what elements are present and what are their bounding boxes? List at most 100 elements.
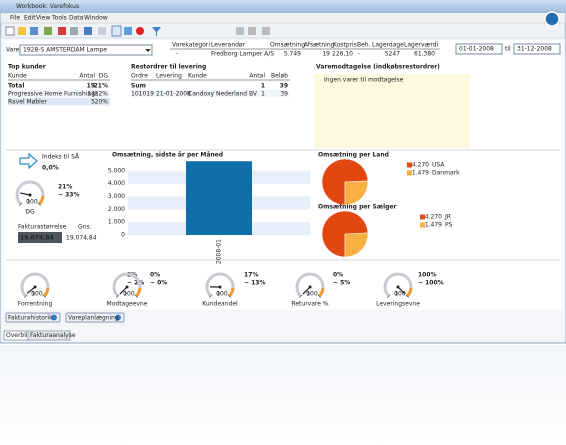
date-to: 31-12-2008	[517, 46, 552, 53]
summary-header: Beh.	[357, 42, 371, 49]
gauge-name: Modtageevne	[107, 301, 148, 308]
table-cell: 21-01-2008	[156, 91, 191, 98]
gauge-scale-label: 0	[216, 290, 220, 297]
summary-header: Omsætning	[270, 42, 305, 49]
table-row	[8, 90, 110, 98]
column-header: Antal	[79, 73, 95, 80]
gauge-hub	[218, 285, 222, 289]
table-row	[131, 90, 290, 98]
vare-dropdown[interactable]	[19, 44, 153, 56]
gauge-trend: ~ 100%	[418, 280, 444, 287]
button-icon	[51, 314, 57, 321]
total-cell: 21%	[94, 83, 108, 90]
legend-label: Danmark	[432, 170, 460, 177]
pie-slice	[344, 180, 369, 206]
section-title: Varemodtagelse (indkøbsrestordrer)	[316, 64, 440, 71]
faktura-box	[18, 232, 62, 243]
y-tick-label: 1.000	[108, 219, 125, 226]
menu-item: Data	[69, 15, 84, 22]
total-cell: Sum	[131, 83, 146, 90]
gauge-needle	[302, 286, 311, 295]
gauge-tick	[405, 294, 409, 298]
gauge-trend: ~ 33%	[58, 192, 79, 199]
summary-header: Lagerdage	[372, 42, 404, 49]
summary-value: 19	[322, 51, 330, 58]
date-to-label: til	[505, 46, 511, 53]
summary-value: 5.749	[284, 51, 301, 58]
bar	[186, 161, 252, 235]
gauge-tick	[227, 294, 231, 298]
legend-value: 4.270	[425, 214, 442, 221]
gauge-trend: ~ 5%	[333, 280, 350, 287]
column-header: Kunde	[188, 73, 207, 80]
faktura-avg: 19.074,84	[66, 235, 97, 242]
table-cell: Progressive Home Furnishings	[8, 91, 98, 98]
indeks-arrow	[19, 152, 38, 170]
title-bar	[0, 0, 566, 13]
total-cell: 1	[261, 83, 265, 90]
gauge-scale-label: 100	[26, 198, 38, 205]
total-cell: Total	[8, 83, 24, 90]
column-header: Beløb	[271, 73, 288, 80]
button-icon	[115, 314, 121, 321]
summary-header: Afsætning	[304, 42, 335, 49]
summary-value: 226,10	[332, 51, 353, 58]
gauge-trend: ~ 13%	[244, 280, 265, 287]
empty-message: Ingen varer til modtagelse	[324, 77, 404, 84]
gauge-tick	[24, 294, 28, 298]
table-cell: Ravel Møbler	[8, 99, 48, 106]
faktura-label: Fakturastørrelse	[18, 224, 67, 231]
dropdown-arrow	[145, 49, 151, 52]
gauge-tick	[134, 294, 138, 298]
column-header: Kunde	[8, 73, 27, 80]
gauge-hub	[308, 285, 312, 289]
button[interactable]	[65, 312, 125, 323]
table-cell: 20%	[95, 99, 109, 106]
summary-header: Leverandør	[211, 42, 246, 49]
summary-header: Kostpris	[333, 42, 357, 49]
gauge-value: 100%	[418, 272, 437, 279]
pie-slice	[344, 232, 369, 258]
gauge-tick	[19, 202, 23, 206]
gauge-scale-label: 100	[306, 290, 318, 297]
y-tick-label: 0	[121, 232, 125, 239]
y-tick-label: 5.000	[108, 167, 125, 174]
button[interactable]	[5, 312, 61, 323]
vare-value: 1928-S AMSTERDAM Lampe	[23, 47, 107, 54]
gauge-tick	[116, 294, 120, 298]
gauge-scale-label: 0	[394, 290, 398, 297]
y-tick-label: 3.000	[108, 193, 125, 200]
x-tick-label: 2008-01	[216, 239, 223, 264]
gauge-name: Leveringsevne	[376, 301, 420, 308]
summary-value: 5247	[385, 51, 400, 58]
table-cell: 5	[91, 99, 95, 106]
summary-value: -	[176, 51, 178, 58]
tab-label: Fakturaanalyse	[30, 332, 76, 339]
tab-label: Overblik	[6, 332, 32, 339]
gauge-hub	[28, 193, 32, 197]
gauge-value: 0%	[333, 272, 343, 279]
menu-bar	[1, 13, 565, 23]
summary-header: Lagerværdi	[404, 42, 439, 49]
date-to-box[interactable]	[513, 43, 561, 55]
gauge-hub	[33, 285, 37, 289]
summary-value: 61.380	[414, 51, 435, 58]
toolbar-icons[interactable]	[5, 25, 270, 37]
button-label: Vareplanlægning	[68, 315, 119, 322]
date-from-box[interactable]	[455, 43, 503, 55]
column-header: Levering	[156, 73, 182, 80]
gauge-needle	[397, 286, 406, 295]
indeks-label: Indeks til SÅ	[42, 154, 80, 161]
date-from: 01-01-2008	[459, 46, 494, 53]
tab[interactable]	[27, 330, 71, 341]
y-tick-label: 4.000	[108, 180, 125, 187]
gauge-name: Kundeandel	[202, 301, 238, 308]
gauge-tick	[387, 294, 391, 298]
gauge-name: Returvare %	[291, 301, 328, 308]
gauge-scale-label: 0	[306, 290, 310, 297]
gauge-value: 21%	[58, 184, 72, 191]
gauge-tick	[317, 294, 321, 298]
table-cell: 22%	[95, 91, 109, 98]
chart-title: Omsætning per Land	[318, 152, 389, 159]
